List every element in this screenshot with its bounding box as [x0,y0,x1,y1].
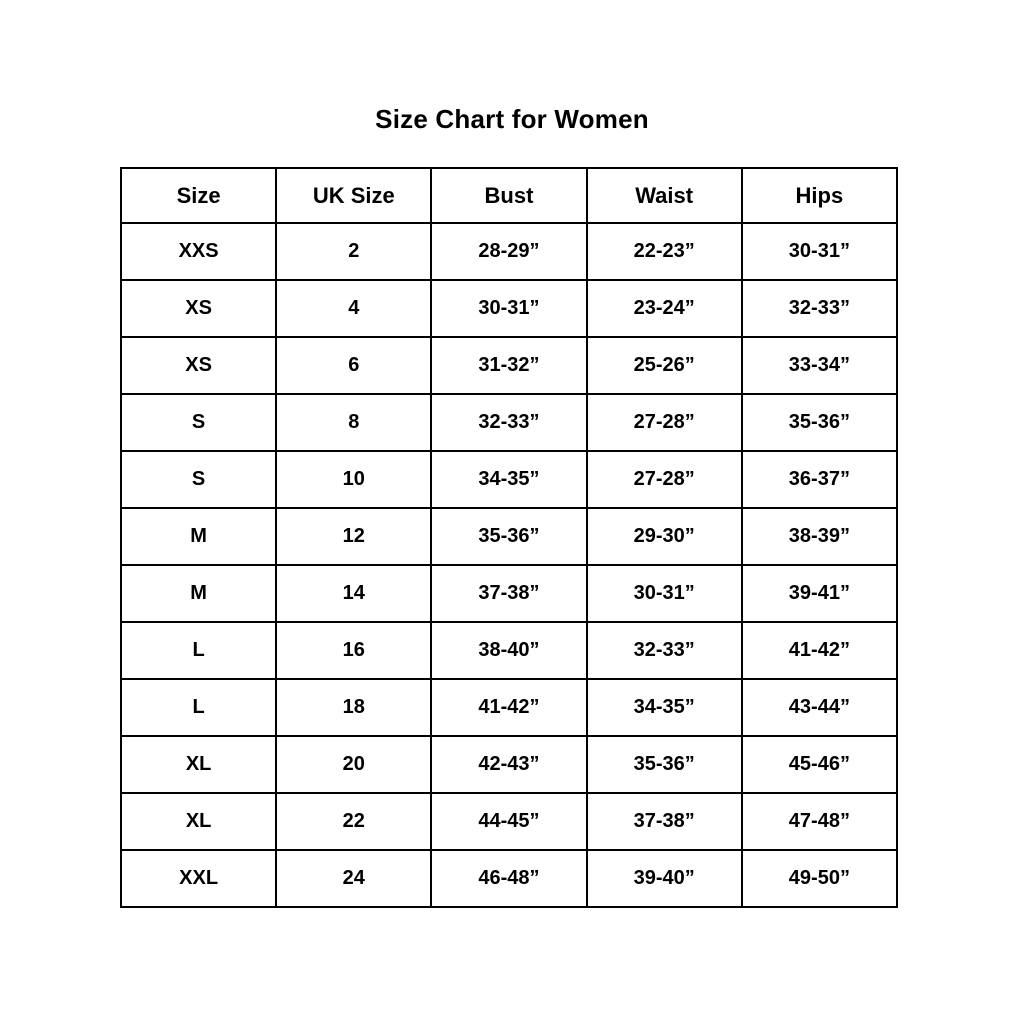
table-cell: 29-30” [585,507,743,566]
table-cell: 38-39” [740,507,899,566]
table-cell: M [119,507,278,566]
table-cell: 41-42” [740,621,899,680]
table-cell: 35-36” [430,507,588,566]
table-row: S 10 34-35” 27-28” 36-37” [119,450,899,509]
table-cell: 18 [275,678,433,737]
table-cell: 36-37” [740,450,899,509]
table-cell: 44-45” [430,792,588,851]
table-cell: 6 [275,336,433,395]
table-cell: 27-28” [585,450,743,509]
table-row: L 18 41-42” 34-35” 43-44” [119,678,899,737]
table-cell: 30-31” [430,279,588,338]
table-cell: XL [119,792,278,851]
table-cell: 22-23” [585,222,743,281]
table-cell: 38-40” [430,621,588,680]
table-cell: XL [119,735,278,794]
column-header-hips: Hips [740,167,899,224]
table-cell: 30-31” [740,222,899,281]
table-cell: 31-32” [430,336,588,395]
page-title: Size Chart for Women [375,104,649,134]
table-cell: 35-36” [740,393,899,452]
table-cell: 22 [275,792,433,851]
table-cell: 16 [275,621,433,680]
table-cell: XS [119,279,278,338]
table-cell: 46-48” [430,849,588,908]
table-row: M 12 35-36” 29-30” 38-39” [119,507,899,566]
table-cell: XXL [119,849,278,908]
table-header: Size UK Size Bust Waist Hips [119,167,899,224]
table-header-row: Size UK Size Bust Waist Hips [119,167,899,224]
size-chart-table: Size UK Size Bust Waist Hips XXS 2 28-29” 2… [119,167,899,908]
table-cell: 25-26” [585,336,743,395]
column-header-uk-size: UK Size [275,167,433,224]
table-row: XL 20 42-43” 35-36” 45-46” [119,735,899,794]
table-cell: 39-41” [740,564,899,623]
table-cell: S [119,393,278,452]
table-cell: 32-33” [740,279,899,338]
table-row: S 8 32-33” 27-28” 35-36” [119,393,899,452]
table-cell: 24 [275,849,433,908]
table-cell: 4 [275,279,433,338]
table-cell: 45-46” [740,735,899,794]
table-row: XS 4 30-31” 23-24” 32-33” [119,279,899,338]
table-cell: L [119,678,278,737]
table-row: M 14 37-38” 30-31” 39-41” [119,564,899,623]
table-cell: XS [119,336,278,395]
table-cell: 23-24” [585,279,743,338]
table-row: XL 22 44-45” 37-38” 47-48” [119,792,899,851]
table-cell: 41-42” [430,678,588,737]
table-cell: 32-33” [430,393,588,452]
table-cell: 20 [275,735,433,794]
column-header-size: Size [119,167,278,224]
table-cell: 14 [275,564,433,623]
table-cell: 2 [275,222,433,281]
table-cell: 33-34” [740,336,899,395]
table-cell: 12 [275,507,433,566]
table-cell: 39-40” [585,849,743,908]
table-row: L 16 38-40” 32-33” 41-42” [119,621,899,680]
table-cell: 27-28” [585,393,743,452]
table-cell: M [119,564,278,623]
table-cell: 28-29” [430,222,588,281]
column-header-waist: Waist [585,167,743,224]
table-cell: 47-48” [740,792,899,851]
table-cell: 32-33” [585,621,743,680]
table-cell: 8 [275,393,433,452]
table-cell: 43-44” [740,678,899,737]
table-row: XS 6 31-32” 25-26” 33-34” [119,336,899,395]
table-cell: 37-38” [430,564,588,623]
table-cell: 10 [275,450,433,509]
table-cell: L [119,621,278,680]
table-cell: XXS [119,222,278,281]
table-row: XXL 24 46-48” 39-40” 49-50” [119,849,899,908]
table-cell: 42-43” [430,735,588,794]
table-cell: 34-35” [585,678,743,737]
table-row: XXS 2 28-29” 22-23” 30-31” [119,222,899,281]
table-cell: 30-31” [585,564,743,623]
table-cell: S [119,450,278,509]
table-body: XXS 2 28-29” 22-23” 30-31” XS 4 30-31” 23-24” 32-… [119,222,899,908]
table-cell: 49-50” [740,849,899,908]
column-header-bust: Bust [430,167,588,224]
table-cell: 37-38” [585,792,743,851]
table-cell: 35-36” [585,735,743,794]
table-cell: 34-35” [430,450,588,509]
